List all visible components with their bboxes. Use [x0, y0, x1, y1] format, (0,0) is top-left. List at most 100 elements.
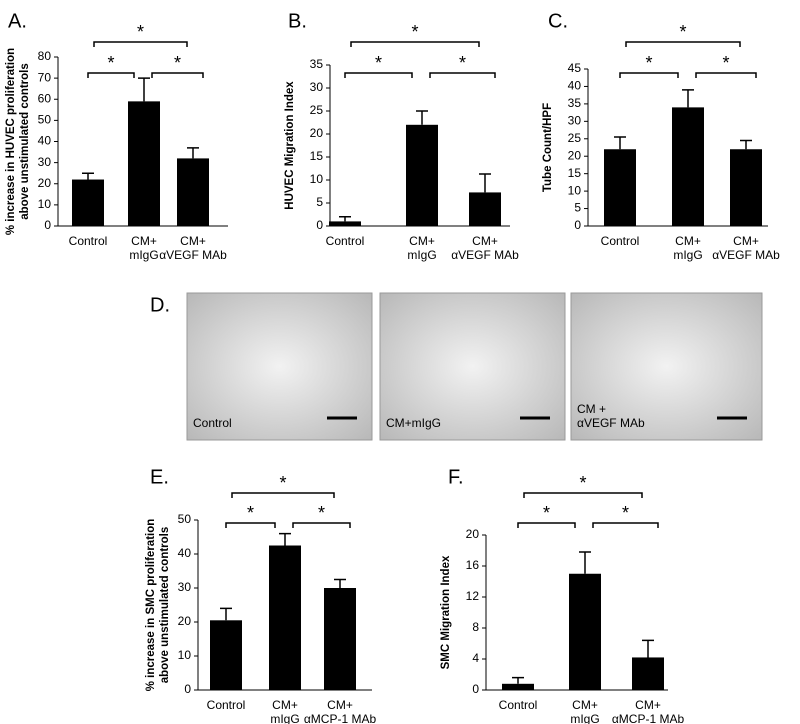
bar: [604, 149, 636, 226]
y-axis-label: % increase in HUVEC proliferation above u…: [5, 48, 31, 235]
bar: [128, 101, 160, 226]
y-tick-label: 30: [568, 114, 582, 128]
y-tick-label: 5: [316, 195, 323, 209]
x-tick-label-line: CM+: [272, 698, 298, 712]
bar: [406, 124, 438, 226]
y-tick-label: 35: [310, 57, 324, 71]
y-tick-label: 60: [38, 91, 52, 105]
y-tick-label: 50: [178, 512, 192, 526]
panel-label: A.: [8, 10, 27, 32]
significance-star: *: [543, 503, 550, 523]
panel-label: F.: [448, 466, 464, 488]
y-tick-label: 0: [184, 682, 191, 696]
y-tick-label: 30: [38, 155, 52, 169]
significance-star: *: [679, 22, 686, 42]
error-bar: [642, 639, 654, 658]
significance-bracket: [517, 522, 576, 528]
significance-star: *: [247, 503, 254, 523]
x-tick-label-line: αVEGF MAb: [451, 248, 519, 262]
x-tick-label: CM+ αVEGF MAb: [159, 234, 227, 262]
panel-label: B.: [288, 10, 307, 32]
x-tick-label-line: αMCP-1 MAb: [612, 712, 685, 724]
bar: [177, 158, 209, 226]
error-bar: [614, 136, 626, 150]
significance-bracket: [350, 41, 480, 47]
y-tick-label: 0: [316, 218, 323, 232]
error-bar: [682, 89, 694, 108]
error-bar: [187, 147, 199, 159]
y-axis-label: HUVEC Migration Index: [284, 81, 296, 210]
error-bar: [479, 173, 491, 193]
y-axis-label-line: above unstimulated controls: [159, 527, 171, 684]
x-tick-label: CM+ mIgG: [270, 698, 299, 724]
bar: [210, 620, 242, 690]
x-tick-label: CM+ mIgG: [570, 698, 599, 724]
x-tick-label-line: Control: [69, 234, 108, 248]
y-axis-label: SMC Migration Index: [440, 555, 452, 669]
x-tick-label-line: Control: [207, 698, 246, 712]
significance-star: *: [375, 53, 382, 73]
bar: [72, 179, 104, 226]
x-tick-label: CM+ αVEGF MAb: [451, 234, 519, 262]
y-axis-label-line: above unstimulated controls: [19, 63, 31, 220]
error-bar: [82, 172, 94, 180]
significance-star: *: [174, 53, 181, 73]
y-tick-label: 80: [38, 49, 52, 63]
x-tick-label: CM+ mIgG: [129, 234, 158, 262]
image-caption: Control: [193, 416, 232, 430]
significance-bracket: [231, 492, 335, 498]
error-bar: [334, 578, 346, 588]
significance-star: *: [411, 22, 418, 42]
y-axis-label-line: % increase in HUVEC proliferation: [5, 48, 17, 235]
bar: [569, 573, 601, 690]
x-tick-label-line: CM+: [472, 234, 498, 248]
significance-star: *: [579, 473, 586, 493]
image-caption-line: Control: [193, 416, 232, 430]
y-tick-label: 8: [472, 620, 479, 634]
significance-star: *: [722, 53, 729, 73]
error-bar: [579, 551, 591, 574]
bar: [469, 192, 501, 226]
x-tick-label: CM+ mIgG: [407, 234, 436, 262]
y-tick-label: 10: [38, 197, 52, 211]
x-tick-label-line: αVEGF MAb: [159, 248, 227, 262]
error-bar: [279, 532, 291, 546]
y-tick-label: 0: [472, 682, 479, 696]
x-tick-label-line: CM+: [131, 234, 157, 248]
y-tick-label: 30: [178, 580, 192, 594]
y-tick-label: 5: [574, 201, 581, 215]
y-tick-label: 10: [310, 172, 324, 186]
significance-bracket: [93, 41, 188, 47]
x-tick-label-line: αVEGF MAb: [712, 248, 780, 262]
bar: [632, 657, 664, 690]
x-tick-label-line: mIgG: [407, 248, 436, 262]
x-tick-label: Control: [207, 698, 246, 712]
x-tick-label: Control: [69, 234, 108, 248]
bar: [329, 221, 361, 226]
error-bar: [416, 110, 428, 125]
error-bar: [339, 216, 351, 222]
x-tick-label-line: Control: [601, 234, 640, 248]
image-caption: CM+mIgG: [386, 416, 441, 430]
x-tick-label: Control: [601, 234, 640, 248]
y-tick-label: 15: [310, 149, 324, 163]
y-axis-label-line: SMC Migration Index: [440, 555, 452, 669]
y-tick-label: 40: [178, 546, 192, 560]
micrograph: [186, 292, 373, 441]
significance-star: *: [622, 503, 629, 523]
bar: [730, 149, 762, 226]
x-tick-label-line: Control: [499, 698, 538, 712]
y-axis-label: % increase in SMC proliferation above uns…: [145, 519, 171, 692]
significance-bracket: [619, 72, 679, 78]
y-tick-label: 16: [466, 558, 480, 572]
y-tick-label: 10: [178, 648, 192, 662]
y-tick-label: 4: [472, 651, 479, 665]
image-caption: CM + αVEGF MAb: [577, 402, 645, 430]
y-tick-label: 70: [38, 70, 52, 84]
significance-star: *: [318, 503, 325, 523]
x-tick-label-line: CM+: [635, 698, 661, 712]
significance-star: *: [279, 473, 286, 493]
y-axis-label-line: % increase in SMC proliferation: [145, 519, 157, 692]
image-caption-line: αVEGF MAb: [577, 416, 645, 430]
significance-star: *: [107, 53, 114, 73]
